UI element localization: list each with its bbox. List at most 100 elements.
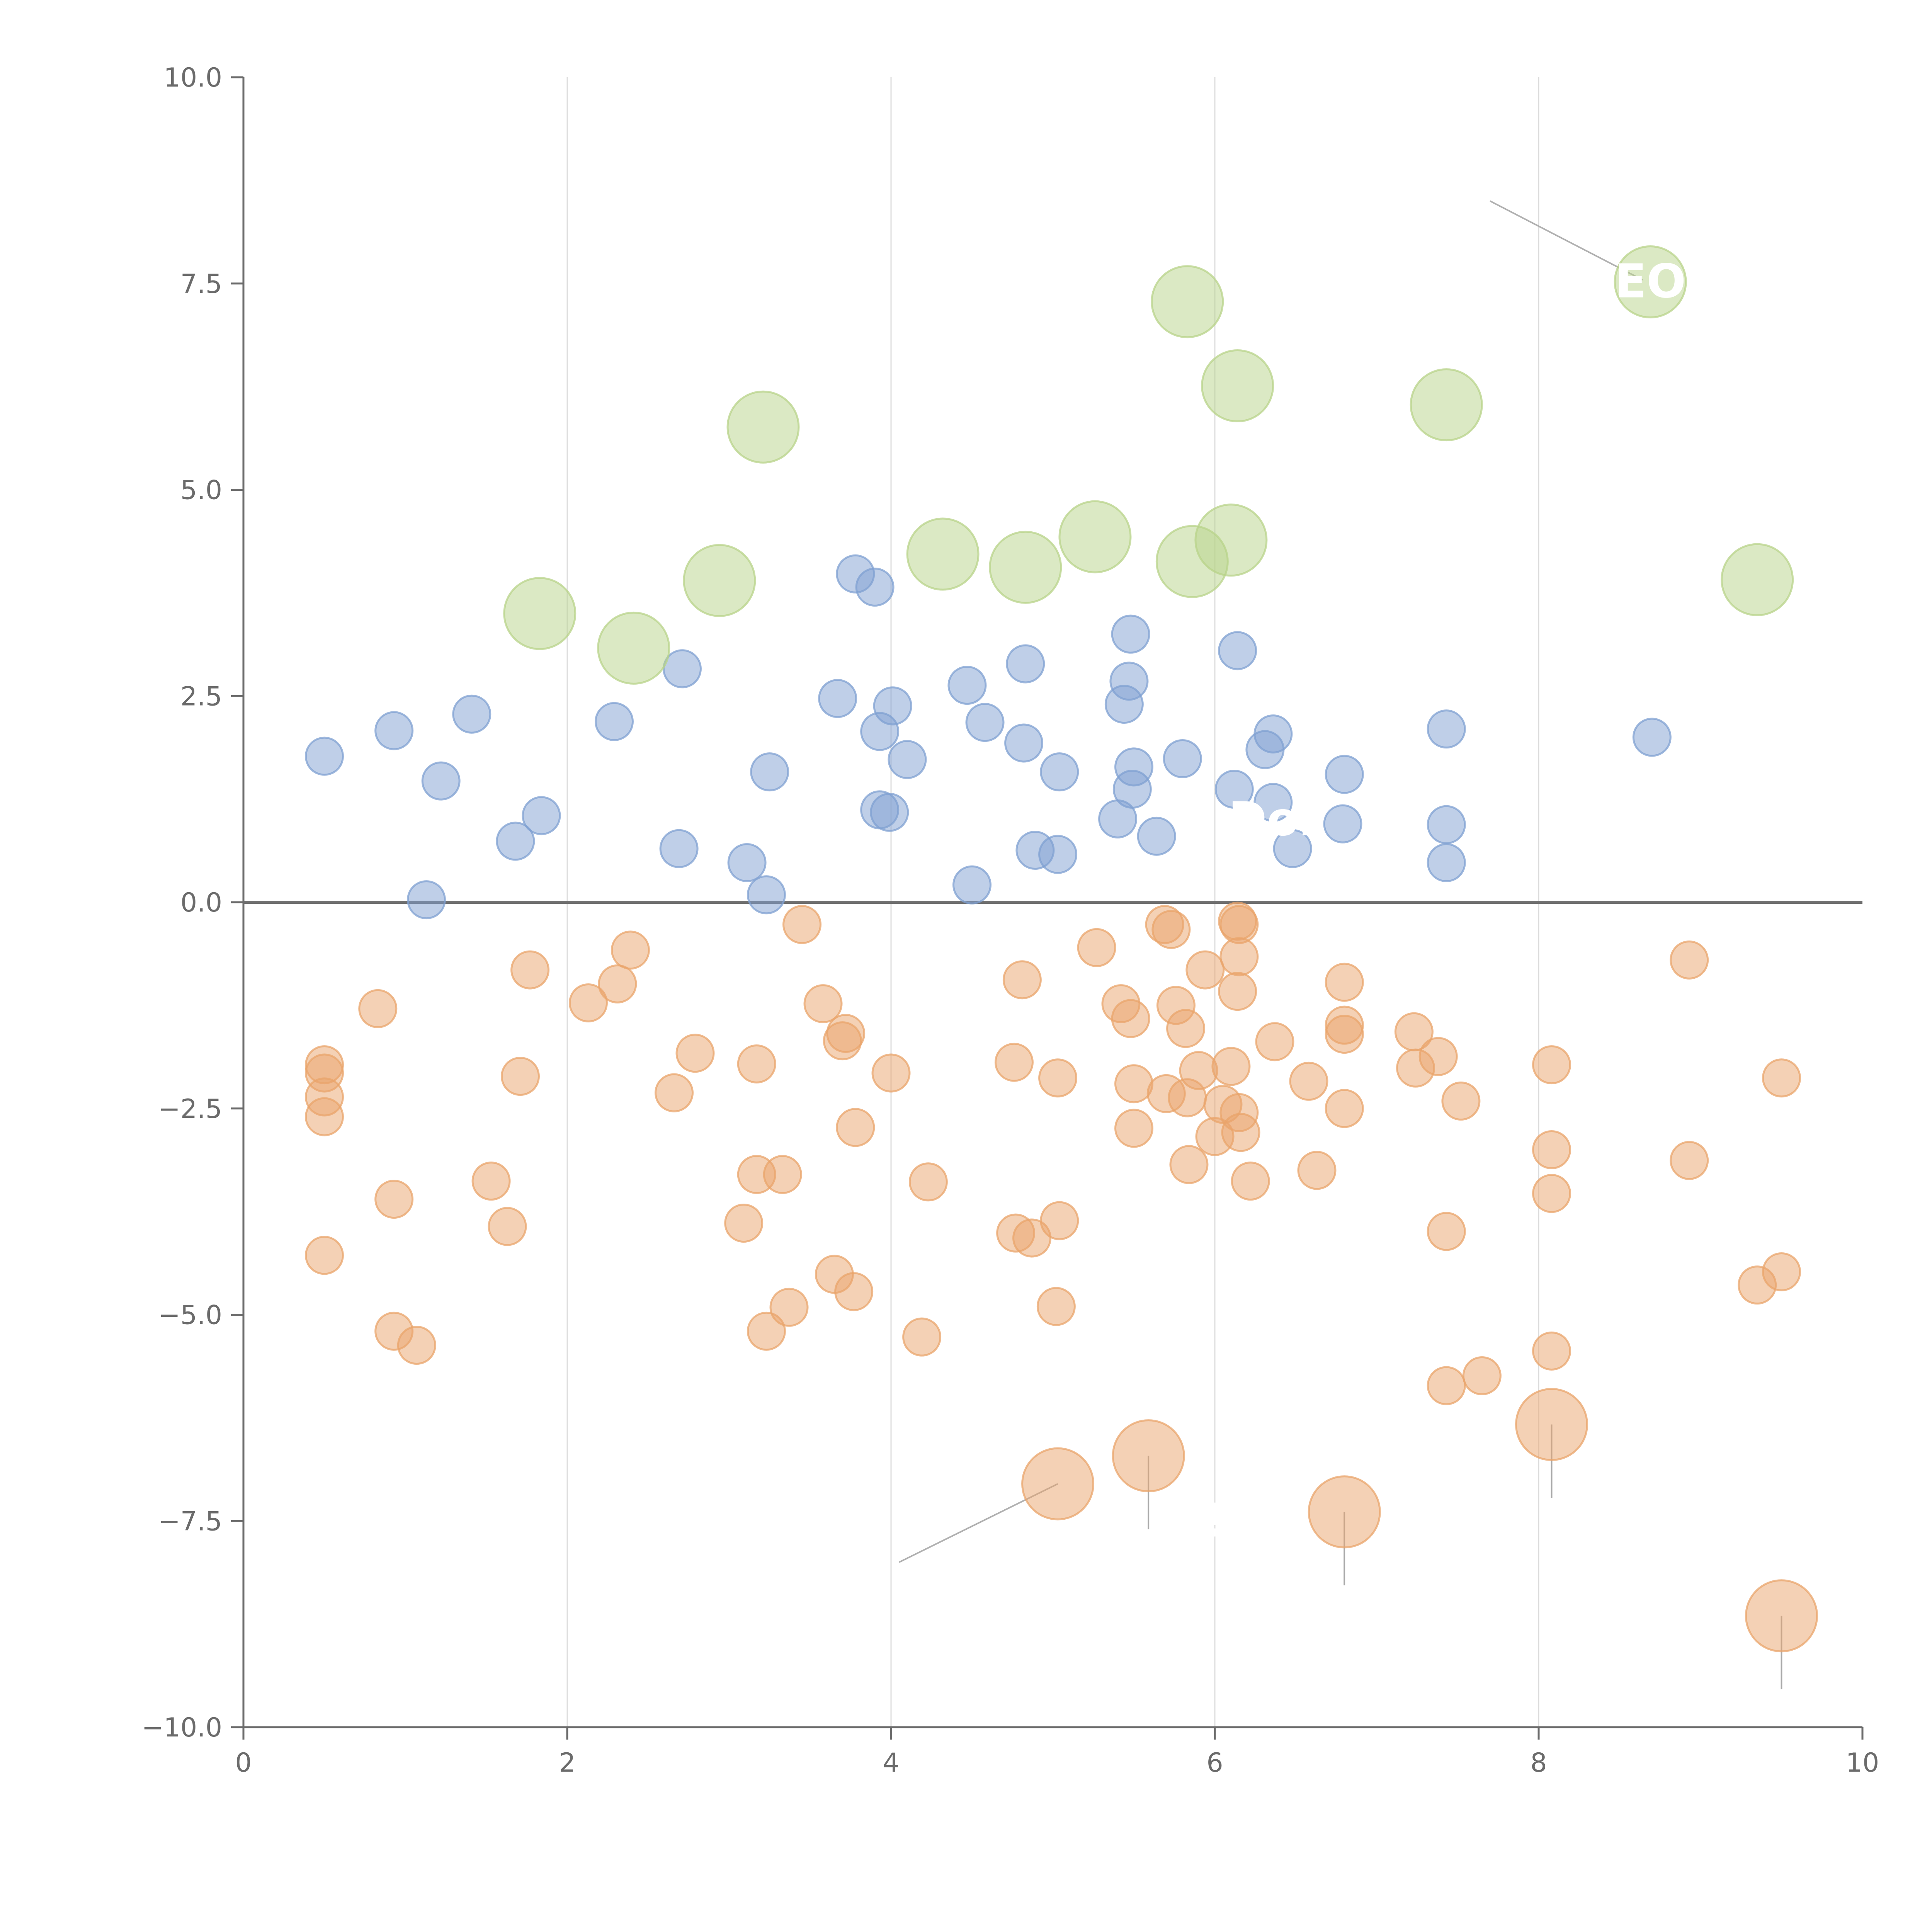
negative-highlights-point bbox=[1308, 1475, 1381, 1549]
negative-cluster-point bbox=[724, 1204, 764, 1243]
negative-cluster-point bbox=[598, 964, 637, 1003]
negative-cluster-point bbox=[763, 1155, 802, 1194]
y-tick-label: −10.0 bbox=[142, 1713, 222, 1743]
y-tick-label: 10.0 bbox=[164, 63, 222, 93]
positive-highlights-point bbox=[1410, 368, 1483, 442]
positive-cluster-point bbox=[947, 665, 987, 705]
positive-cluster-point bbox=[873, 686, 912, 726]
negative-cluster-point bbox=[1325, 1089, 1364, 1128]
positive-cluster-point bbox=[374, 711, 414, 750]
y-tick-label: −7.5 bbox=[158, 1506, 222, 1537]
negative-cluster-point bbox=[1532, 1331, 1571, 1371]
negative-cluster-point bbox=[1166, 1009, 1206, 1048]
positive-highlights-point bbox=[1721, 543, 1794, 616]
positive-highlights-point bbox=[1058, 500, 1132, 573]
y-tick-label: 0.0 bbox=[180, 888, 222, 918]
negative-cluster-point bbox=[305, 1236, 344, 1275]
positive-highlights-point bbox=[1194, 503, 1268, 577]
negative-cluster-point bbox=[1441, 1082, 1481, 1121]
y-tick-label: −5.0 bbox=[158, 1300, 222, 1331]
positive-cluster-point bbox=[1427, 805, 1466, 844]
negative-cluster-point bbox=[358, 989, 398, 1028]
negative-cluster-point bbox=[1231, 1162, 1270, 1201]
positive-cluster-point bbox=[1040, 752, 1079, 792]
positive-cluster-point bbox=[421, 761, 461, 801]
negative-cluster-point bbox=[902, 1317, 942, 1357]
positive-cluster-point bbox=[1112, 770, 1152, 809]
positive-cluster-point bbox=[1111, 614, 1150, 654]
negative-cluster-point bbox=[488, 1207, 527, 1246]
negative-cluster-point bbox=[1221, 1113, 1260, 1152]
x-tick-label: 0 bbox=[235, 1748, 252, 1778]
positive-cluster-point bbox=[1214, 770, 1254, 809]
x-tick-label: 10 bbox=[1846, 1748, 1879, 1778]
negative-cluster-point bbox=[747, 1311, 786, 1351]
x-tick-label: 4 bbox=[883, 1748, 899, 1778]
y-tick-label: 7.5 bbox=[180, 269, 222, 299]
annotation-label: EO bbox=[1615, 255, 1686, 308]
negative-cluster-point bbox=[1077, 928, 1116, 967]
negative-cluster-point bbox=[500, 1056, 540, 1096]
negative-cluster-point bbox=[871, 1053, 911, 1093]
negative-cluster-point bbox=[737, 1044, 776, 1083]
positive-cluster-point bbox=[747, 875, 786, 915]
negative-cluster-point bbox=[1002, 960, 1042, 1000]
negative-cluster-point bbox=[823, 1021, 862, 1061]
negative-cluster-point bbox=[1114, 1109, 1153, 1148]
positive-cluster-point bbox=[522, 796, 561, 835]
negative-highlights-point bbox=[1745, 1579, 1818, 1653]
positive-cluster-point bbox=[1163, 739, 1202, 779]
positive-cluster-point bbox=[750, 752, 789, 792]
negative-cluster-point bbox=[1532, 1174, 1571, 1213]
negative-cluster-point bbox=[1325, 1015, 1364, 1054]
negative-cluster-point bbox=[1532, 1045, 1571, 1085]
positive-cluster-point bbox=[727, 843, 767, 883]
negative-cluster-point bbox=[1289, 1061, 1328, 1101]
negative-cluster-point bbox=[994, 1043, 1034, 1082]
y-tick-label: 5.0 bbox=[180, 475, 222, 506]
negative-cluster-point bbox=[836, 1108, 875, 1147]
negative-cluster-point bbox=[655, 1073, 694, 1112]
negative-cluster-point bbox=[1211, 1047, 1251, 1086]
negative-cluster-point bbox=[1418, 1037, 1458, 1076]
negative-highlights-point bbox=[1515, 1388, 1588, 1461]
positive-cluster-point bbox=[1427, 709, 1466, 749]
annotation-labels: EO Dol! bbox=[1204, 255, 1686, 1548]
negative-cluster-point bbox=[1040, 1201, 1079, 1240]
positive-cluster-point bbox=[1427, 843, 1466, 883]
positive-cluster-point bbox=[659, 829, 699, 868]
positive-cluster-point bbox=[1325, 755, 1364, 794]
positive-highlights-point bbox=[597, 611, 670, 685]
positive-cluster-point bbox=[818, 679, 857, 718]
negative-cluster-point bbox=[471, 1162, 511, 1201]
negative-cluster-point bbox=[1255, 1022, 1294, 1061]
x-tick-label: 6 bbox=[1206, 1748, 1223, 1778]
positive-highlights-point bbox=[683, 544, 756, 617]
positive-cluster-point bbox=[595, 702, 634, 741]
positive-highlights-point bbox=[989, 531, 1062, 604]
positive-cluster-point bbox=[1218, 631, 1257, 670]
positive-cluster-point bbox=[855, 567, 895, 607]
negative-cluster-point bbox=[1179, 1051, 1218, 1090]
negative-cluster-point bbox=[1762, 1058, 1801, 1098]
positive-cluster-point bbox=[1253, 714, 1293, 753]
negative-cluster-point bbox=[374, 1180, 414, 1219]
positive-cluster-point bbox=[1038, 835, 1078, 874]
positive-cluster-point bbox=[1273, 829, 1312, 868]
y-tick-label: −2.5 bbox=[158, 1094, 222, 1124]
positive-cluster-point bbox=[1632, 718, 1672, 757]
positive-highlights-point bbox=[906, 517, 980, 591]
negative-cluster-point bbox=[1762, 1252, 1801, 1291]
negative-cluster-point bbox=[1169, 1145, 1209, 1184]
positive-cluster-point bbox=[452, 694, 492, 734]
x-tick-label: 8 bbox=[1530, 1748, 1547, 1778]
negative-cluster-point bbox=[1427, 1366, 1466, 1405]
positive-highlights-point bbox=[1151, 265, 1224, 338]
negative-cluster-point bbox=[1670, 1141, 1709, 1180]
positive-cluster-point bbox=[888, 740, 927, 779]
x-tick-label: 2 bbox=[559, 1748, 575, 1778]
positive-cluster-point bbox=[965, 703, 1005, 742]
positive-cluster-point bbox=[496, 821, 535, 861]
positive-cluster-point bbox=[870, 793, 909, 832]
